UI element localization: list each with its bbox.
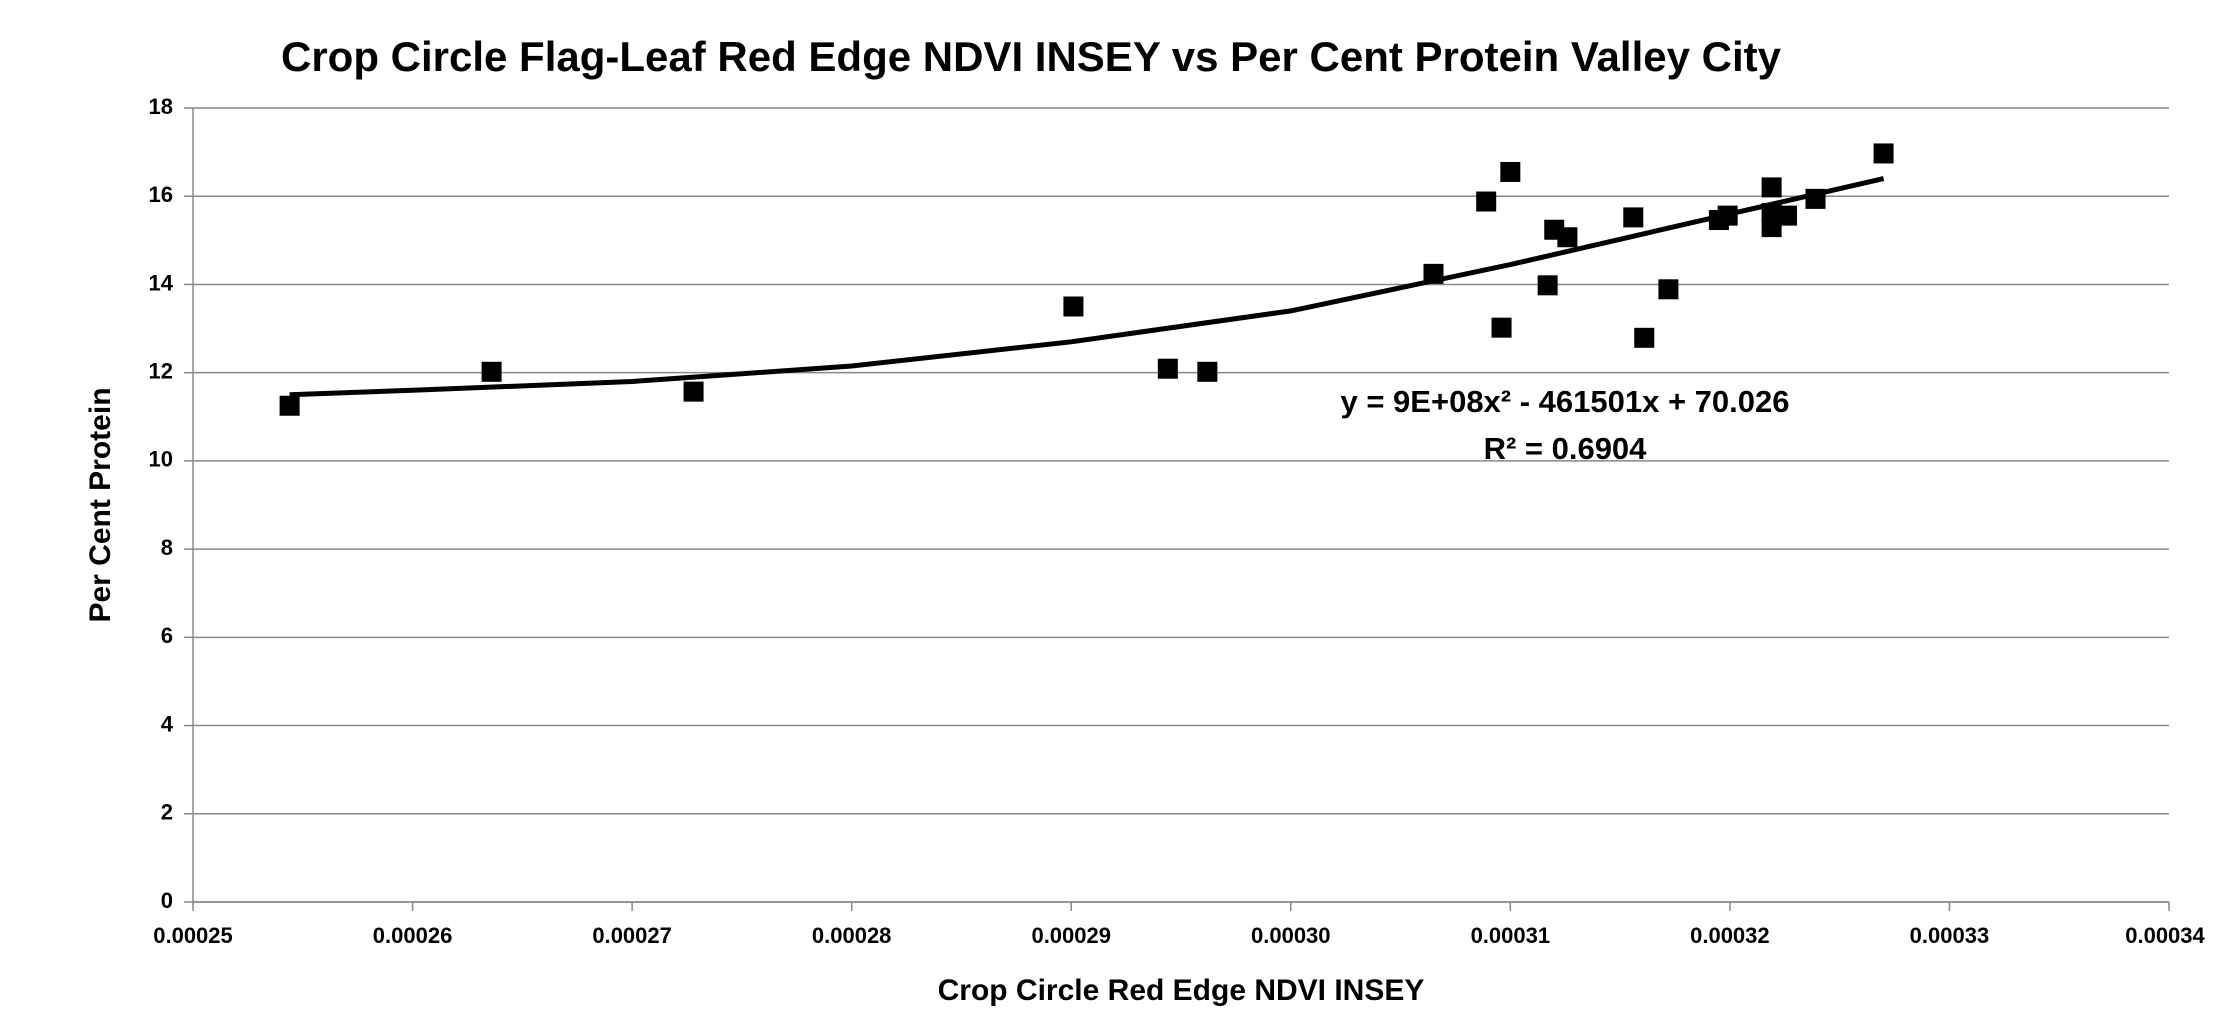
data-point [1423, 263, 1444, 284]
x-tick-label: 0.00025 [153, 923, 233, 948]
x-tick-label: 0.00028 [812, 923, 892, 948]
data-point [481, 361, 502, 382]
data-point [1717, 205, 1738, 226]
data-point [1761, 177, 1782, 198]
data-point [1476, 191, 1497, 212]
x-tick-label: 0.00033 [1910, 923, 1990, 948]
y-tick-label: 2 [161, 800, 173, 825]
data-point [1557, 227, 1578, 248]
data-point [1805, 188, 1826, 209]
data-point [1658, 279, 1679, 300]
data-point [1623, 207, 1644, 228]
y-tick-label: 4 [161, 711, 174, 736]
y-tick-label: 8 [161, 535, 173, 560]
trendline [289, 176, 1885, 398]
data-point [683, 381, 704, 402]
data-point [1776, 205, 1797, 226]
y-tick-label: 14 [149, 270, 174, 295]
chart-title: Crop Circle Flag-Leaf Red Edge NDVI INSE… [281, 33, 1782, 80]
data-point [1873, 143, 1894, 164]
x-tick-label: 0.00026 [373, 923, 453, 948]
y-tick-label: 6 [161, 623, 173, 648]
y-tick-label: 10 [149, 447, 173, 472]
data-point [1157, 358, 1178, 379]
data-point [1197, 361, 1218, 382]
data-point [1634, 327, 1655, 348]
y-tick-label: 0 [161, 888, 173, 913]
x-tick-label: 0.00029 [1031, 923, 1111, 948]
x-tick-label: 0.00032 [1690, 923, 1770, 948]
data-point [279, 395, 300, 416]
x-axis-label: Crop Circle Red Edge NDVI INSEY [938, 974, 1425, 1007]
data-point [1500, 161, 1521, 182]
data-point [1491, 317, 1512, 338]
y-tick-label: 16 [149, 182, 173, 207]
y-axis-label: Per Cent Protein [84, 387, 117, 622]
x-tick-label: 0.00027 [592, 923, 672, 948]
y-tick-label: 12 [149, 358, 173, 383]
data-point [1537, 275, 1558, 296]
y-tick-label: 18 [149, 94, 173, 119]
x-tick-label: 0.00034 [2125, 923, 2205, 948]
trendline-equation: y = 9E+08x² - 461501x + 70.026 [1340, 384, 1789, 419]
x-tick-label: 0.00030 [1251, 923, 1331, 948]
data-point [1063, 296, 1084, 317]
data-point [1761, 217, 1782, 238]
x-tick-label: 0.00031 [1471, 923, 1551, 948]
